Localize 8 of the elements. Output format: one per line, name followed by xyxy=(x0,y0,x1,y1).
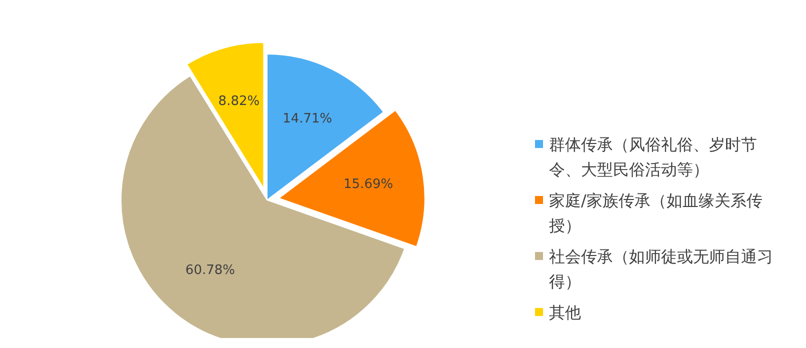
legend-label: 群体传承（风俗礼俗、岁时节令、大型民俗活动等） xyxy=(549,134,758,181)
data-label: 14.71% xyxy=(282,111,332,126)
legend-label: 家庭/家族传承（如血缘关系传授） xyxy=(549,190,764,237)
legend-label: 其他 xyxy=(549,302,581,324)
legend-label: 社会传承（如师徒或无师自通习得） xyxy=(549,246,774,293)
data-label: 15.69% xyxy=(344,176,394,192)
data-label: 8.82% xyxy=(218,94,260,109)
data-label: 60.78% xyxy=(185,263,236,278)
